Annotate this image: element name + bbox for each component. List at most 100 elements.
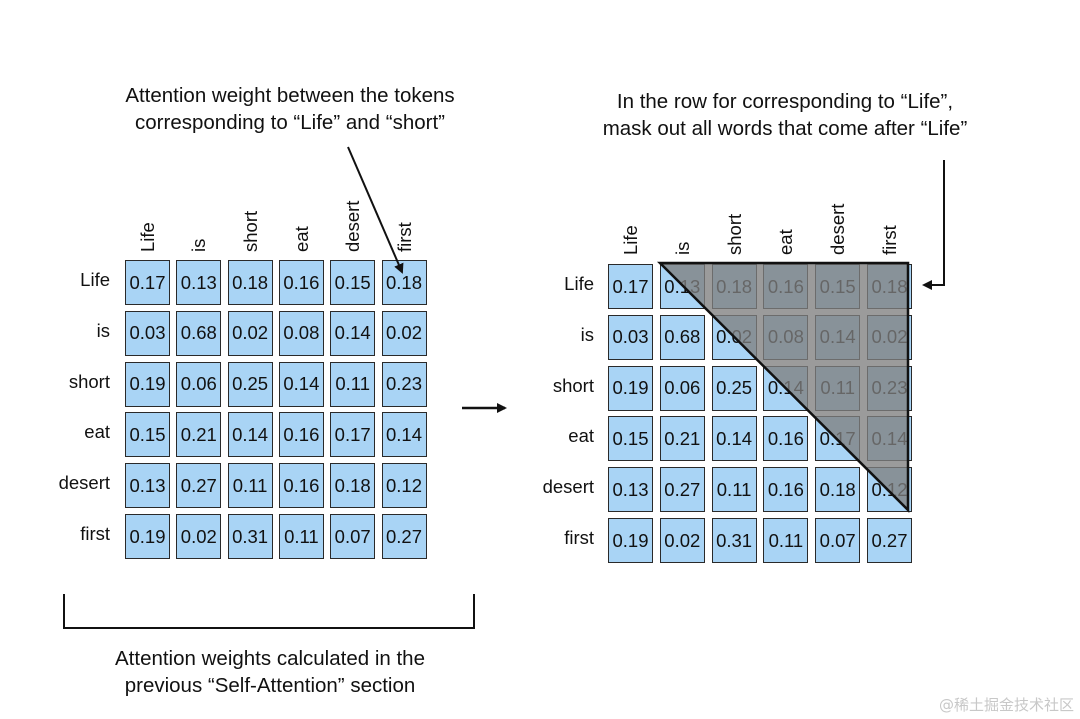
row-label: is xyxy=(96,319,110,341)
matrix-cell: 0.19 xyxy=(608,365,653,411)
matrix-cell: 0.18 xyxy=(227,260,273,305)
matrix-cell: 0.15 xyxy=(815,264,861,309)
column-label: desert xyxy=(342,200,364,252)
bracket-bottom xyxy=(63,594,475,629)
matrix-cell: 0.17 xyxy=(608,264,653,309)
matrix-cell: 0.31 xyxy=(227,514,273,559)
row-label: desert xyxy=(58,472,110,494)
column-label: is xyxy=(188,238,210,252)
matrix-cell: 0.13 xyxy=(125,463,170,509)
annotation-line: Attention weights calculated in the xyxy=(115,647,425,670)
matrix-cell: 0.14 xyxy=(815,314,861,360)
row-label: Life xyxy=(564,273,594,294)
matrix-cell: 0.23 xyxy=(867,365,912,411)
matrix-cell: 0.11 xyxy=(711,467,757,513)
column-label: eat xyxy=(290,226,312,252)
matrix-cell: 0.21 xyxy=(176,412,222,458)
matrix-cell: 0.08 xyxy=(278,310,324,356)
matrix-cell: 0.16 xyxy=(763,416,809,462)
matrix-cell: 0.02 xyxy=(227,310,273,356)
matrix-cell: 0.16 xyxy=(278,463,324,509)
matrix-cell: 0.25 xyxy=(227,361,273,407)
pointer-arrow-to-row xyxy=(922,160,945,290)
matrix-cell: 0.16 xyxy=(278,260,324,305)
column-label: short xyxy=(239,210,261,252)
matrix-cell: 0.15 xyxy=(125,412,170,458)
column-label: first xyxy=(879,225,900,255)
column-label: desert xyxy=(827,203,849,255)
column-label: first xyxy=(393,222,415,252)
matrix-cell: 0.07 xyxy=(330,514,376,559)
matrix-cell: 0.07 xyxy=(815,518,861,563)
watermark: @稀土掘金技术社区 xyxy=(938,696,1074,714)
matrix-cell: 0.11 xyxy=(227,463,273,509)
matrix-cell: 0.15 xyxy=(608,416,653,462)
matrix-cell: 0.02 xyxy=(711,314,757,360)
column-label: Life xyxy=(620,225,641,255)
matrix-cell: 0.18 xyxy=(867,264,912,309)
matrix-cell: 0.03 xyxy=(608,314,653,360)
annotation-line: mask out all words that come after “Life… xyxy=(602,117,968,140)
matrix-cell: 0.17 xyxy=(125,260,170,305)
row-label: is xyxy=(580,323,594,345)
matrix-cell: 0.19 xyxy=(608,518,653,563)
matrix-cell: 0.18 xyxy=(330,463,376,509)
row-label: eat xyxy=(84,421,110,443)
matrix-cell: 0.19 xyxy=(125,514,170,559)
matrix-cell: 0.11 xyxy=(815,365,861,411)
matrix-cell: 0.11 xyxy=(330,361,376,407)
matrix-cell: 0.16 xyxy=(278,412,324,458)
row-label: desert xyxy=(542,476,594,498)
matrix-cell: 0.27 xyxy=(659,467,705,513)
annotation-line: previous “Self-Attention” section xyxy=(124,674,416,697)
matrix-cell: 0.11 xyxy=(278,514,324,559)
column-label: short xyxy=(723,213,745,255)
row-label: first xyxy=(564,527,594,548)
matrix-cell: 0.02 xyxy=(381,310,427,356)
annotation-line: corresponding to “Life” and “short” xyxy=(135,111,445,134)
annotation-bottom: Attention weights calculated in the prev… xyxy=(70,645,470,699)
matrix-cell: 0.14 xyxy=(278,361,324,407)
matrix-cell: 0.08 xyxy=(763,314,809,360)
column-label: Life xyxy=(137,222,158,252)
column-label: eat xyxy=(775,229,797,255)
matrix-cell: 0.02 xyxy=(867,314,912,360)
matrix-cell: 0.27 xyxy=(867,518,912,563)
matrix-cell: 0.27 xyxy=(176,463,222,509)
matrix-cell: 0.02 xyxy=(659,518,705,563)
matrix-cell: 0.14 xyxy=(867,416,912,462)
row-label: eat xyxy=(568,425,594,447)
row-label: short xyxy=(68,370,110,392)
matrix-cell: 0.31 xyxy=(711,518,757,563)
matrix-cell: 0.27 xyxy=(381,514,427,559)
row-label: Life xyxy=(80,269,110,290)
matrix-cell: 0.13 xyxy=(659,264,705,309)
matrix-cell: 0.06 xyxy=(176,361,222,407)
matrix-cell: 0.19 xyxy=(125,361,170,407)
matrix-cell: 0.18 xyxy=(381,260,427,305)
matrix-cell: 0.21 xyxy=(659,416,705,462)
matrix-cell: 0.06 xyxy=(659,365,705,411)
matrix-cell: 0.18 xyxy=(815,467,861,513)
matrix-cell: 0.12 xyxy=(867,467,912,513)
matrix-cell: 0.02 xyxy=(176,514,222,559)
matrix-cell: 0.17 xyxy=(815,416,861,462)
column-label: is xyxy=(671,241,693,255)
matrix-cell: 0.14 xyxy=(381,412,427,458)
matrix-cell: 0.13 xyxy=(608,467,653,513)
matrix-cell: 0.23 xyxy=(381,361,427,407)
annotation-line: In the row for corresponding to “Life”, xyxy=(616,90,954,113)
annotation-line: Attention weight between the tokens xyxy=(125,84,455,107)
matrix-cell: 0.13 xyxy=(176,260,222,305)
row-label: short xyxy=(552,374,594,396)
matrix-cell: 0.16 xyxy=(763,264,809,309)
matrix-cell: 0.15 xyxy=(330,260,376,305)
matrix-cell: 0.14 xyxy=(711,416,757,462)
annotation-top-right: In the row for corresponding to “Life”, … xyxy=(565,88,1005,142)
matrix-cell: 0.68 xyxy=(176,310,222,356)
matrix-cell: 0.68 xyxy=(659,314,705,360)
matrix-cell: 0.25 xyxy=(711,365,757,411)
matrix-cell: 0.12 xyxy=(381,463,427,509)
matrix-cell: 0.16 xyxy=(763,467,809,513)
